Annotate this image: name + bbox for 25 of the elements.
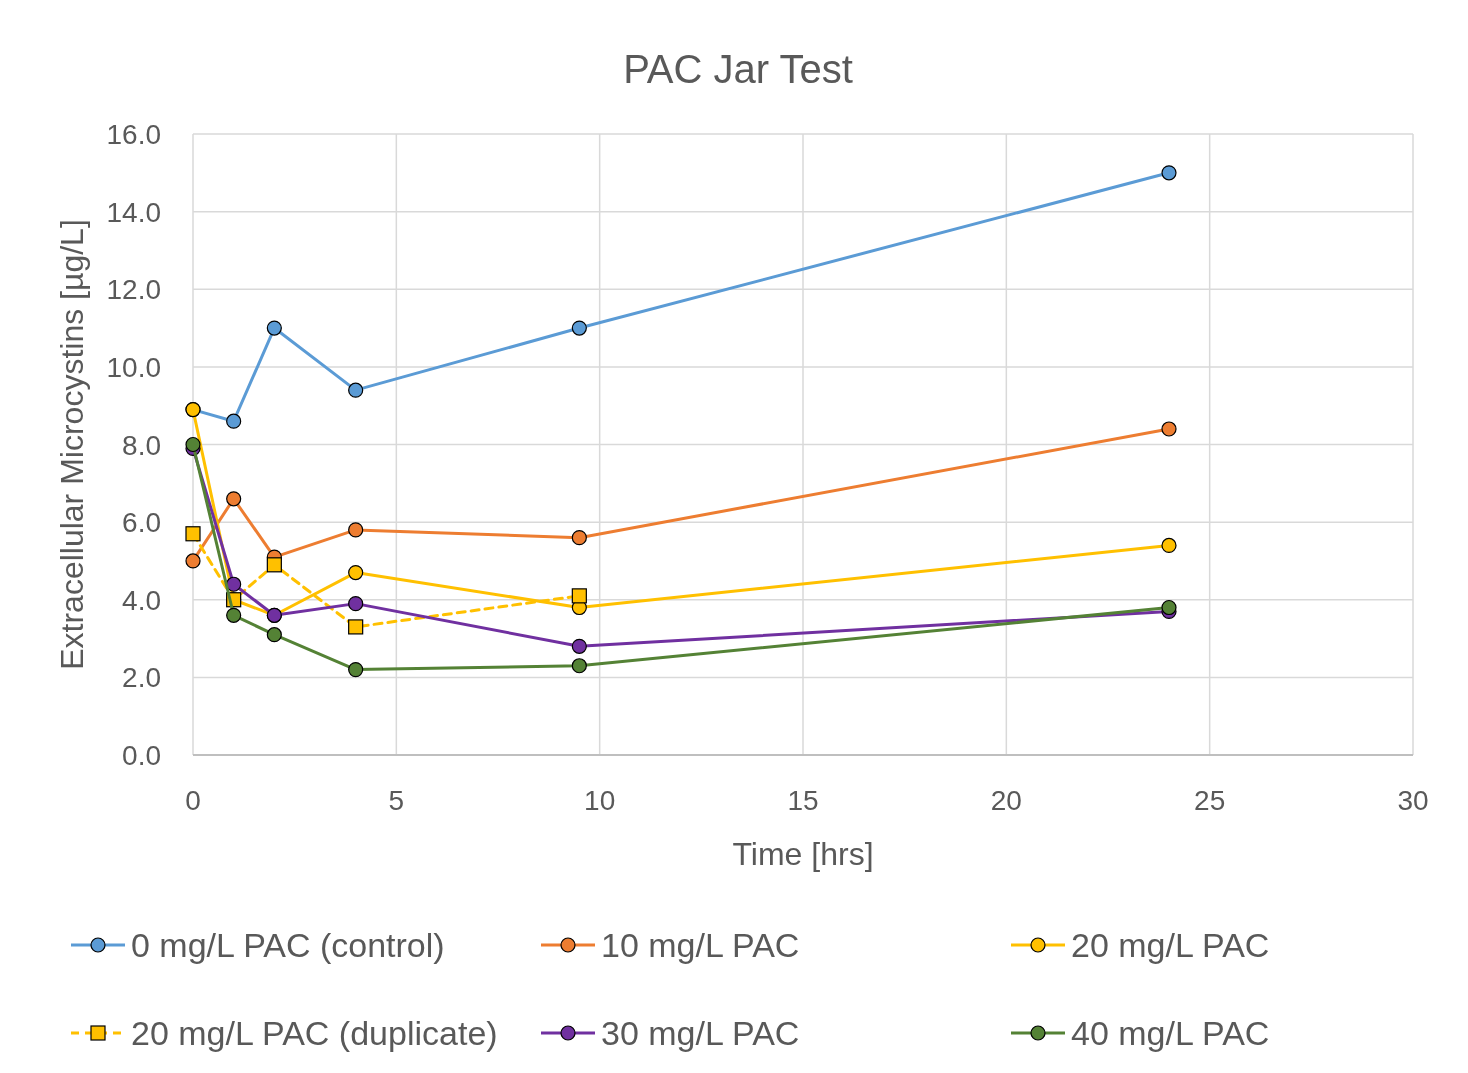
x-tick-label: 0 [185,785,201,816]
x-tick-label: 5 [388,785,405,816]
legend-label: 30 mg/L PAC [601,1014,800,1052]
x-tick-label: 15 [787,785,819,816]
legend-label: 20 mg/L PAC (duplicate) [131,1014,498,1052]
legend-label: 40 mg/L PAC [1071,1014,1270,1052]
x-tick-label: 20 [990,785,1022,816]
x-tick-label: 10 [584,785,616,816]
legend-label: 0 mg/L PAC (control) [131,926,445,964]
y-tick-label: 0.0 [122,740,161,771]
y-tick-label: 6.0 [122,507,161,539]
x-axis-title: Time [hrs] [732,836,874,872]
y-tick-label: 12.0 [106,274,161,306]
y-tick-label: 4.0 [122,584,161,616]
y-axis-title: Extracellular Microcystins [µg/L] [54,219,90,670]
y-tick-label: 16.0 [106,119,161,150]
y-tick-label: 10.0 [106,351,161,383]
chart-title: PAC Jar Test [623,47,853,91]
legend-label: 10 mg/L PAC [601,926,800,964]
y-tick-label: 2.0 [122,662,161,694]
x-tick-label: 30 [1397,785,1429,816]
y-tick-label: 14.0 [106,196,161,228]
legend-label: 20 mg/L PAC [1071,926,1270,964]
x-tick-label: 25 [1194,785,1226,816]
y-tick-label: 8.0 [122,429,161,461]
